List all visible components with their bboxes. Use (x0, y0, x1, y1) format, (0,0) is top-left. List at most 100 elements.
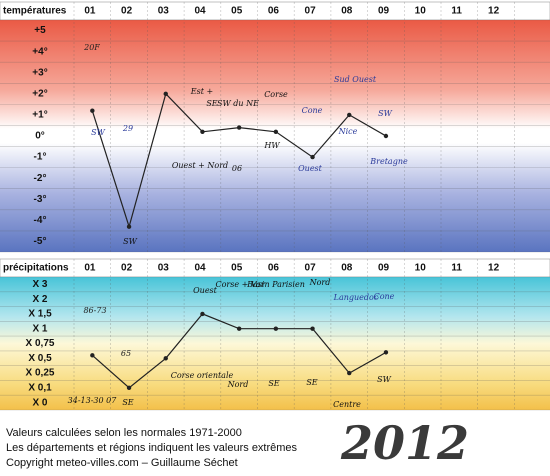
annotation: SE (206, 99, 217, 108)
y-tick-label: X 0,5 (28, 353, 52, 364)
x-tick-label: 11 (451, 6, 462, 17)
y-tick-label: X 1 (32, 323, 47, 334)
footer-line: Les départements et régions indiquent le… (6, 442, 298, 454)
data-point (163, 91, 168, 97)
data-point (90, 108, 95, 113)
annotation: Basin Parisien (246, 280, 305, 289)
x-tick-label: 06 (268, 263, 280, 274)
data-point (347, 370, 352, 376)
x-tick-label: 08 (341, 263, 353, 274)
data-point (383, 133, 389, 139)
y-tick-label: -2° (34, 173, 47, 184)
y-tick-label: +3° (32, 67, 47, 78)
y-tick-label: +4° (32, 46, 47, 57)
annotation: 29 (122, 124, 133, 133)
data-point (310, 326, 315, 331)
x-tick-label: 04 (194, 6, 206, 17)
y-tick-label: -5° (34, 236, 47, 247)
x-tick-label: 09 (378, 6, 390, 17)
annotation: Nice (338, 127, 358, 136)
annotation: 06 (232, 164, 242, 173)
x-tick-label: 10 (415, 263, 427, 274)
x-tick-label: 04 (194, 263, 206, 274)
y-tick-label: -4° (34, 215, 47, 226)
x-tick-label: 02 (121, 263, 133, 274)
annotation: Nord (227, 380, 249, 389)
annotation: Ouest (298, 164, 323, 173)
y-tick-label: X 1,5 (28, 309, 52, 320)
plot-bg (0, 277, 550, 410)
annotation: Sud Ouest (334, 75, 377, 84)
data-point (163, 356, 168, 361)
chart-title: précipitations (3, 263, 69, 274)
annotation: Corse (264, 90, 288, 99)
x-tick-label: 06 (268, 6, 280, 17)
annotation: SE (268, 379, 279, 388)
annotation: Corse orientale (171, 371, 234, 380)
y-tick-label: X 2 (32, 294, 47, 305)
x-tick-label: 02 (121, 6, 133, 17)
x-tick-label: 11 (451, 263, 462, 274)
y-tick-label: X 0 (32, 397, 47, 408)
annotation: SW du NE (217, 99, 259, 108)
data-point (200, 311, 205, 317)
data-point (126, 224, 132, 229)
y-tick-label: -3° (34, 194, 47, 205)
x-tick-label: 01 (84, 263, 96, 274)
y-tick-label: -1° (34, 152, 47, 163)
annotation: Est + (190, 87, 213, 96)
y-tick-label: +1° (32, 110, 47, 121)
footer-line: Copyright meteo-villes.com – Guillaume S… (6, 457, 238, 469)
data-point (273, 326, 279, 331)
x-tick-label: 09 (378, 263, 390, 274)
data-point (273, 129, 279, 134)
plot-bg (0, 20, 550, 252)
y-tick-label: X 0,75 (26, 338, 55, 349)
x-tick-label: 03 (158, 263, 170, 274)
x-tick-label: 05 (231, 6, 243, 17)
annotation: 34-13-30 07 (68, 396, 118, 405)
x-tick-label: 12 (488, 263, 500, 274)
footer-line: Valeurs calculées selon les normales 197… (6, 427, 242, 439)
y-tick-label: X 3 (32, 279, 47, 290)
annotation: Centre (333, 400, 361, 409)
data-point (347, 112, 352, 118)
annotation: SW (378, 109, 392, 118)
annotation: SW (377, 375, 391, 384)
annotation: SW (91, 128, 105, 137)
x-tick-label: 10 (415, 6, 427, 17)
x-tick-label: 07 (305, 6, 317, 17)
x-tick-label: 05 (231, 263, 243, 274)
annotation: Languedoc (333, 293, 379, 302)
annotation: Cone (302, 106, 323, 115)
annotation: 86-73 (83, 306, 106, 315)
annotation: Cone (374, 292, 395, 301)
annotation: SW (123, 237, 137, 246)
annotation: 65 (121, 349, 131, 358)
annotation: Ouest + Nord (172, 161, 228, 170)
annotation: SE (306, 378, 317, 387)
data-point (126, 385, 132, 391)
data-point (200, 129, 205, 134)
annotation: Nord (309, 278, 331, 287)
year: 2012 (340, 416, 469, 470)
data-point (236, 125, 242, 130)
y-tick-label: X 0,25 (26, 368, 55, 379)
annotation: 20F (83, 43, 100, 52)
y-tick-label: +2° (32, 88, 47, 99)
y-tick-label: +5 (34, 25, 46, 36)
data-point (310, 154, 315, 160)
data-point (236, 326, 242, 331)
x-tick-label: 12 (488, 6, 500, 17)
annotation: Ouest (193, 286, 218, 295)
data-point (383, 350, 389, 355)
annotation: Bretagne (369, 157, 408, 166)
y-tick-label: X 0,1 (28, 382, 52, 393)
data-point (90, 353, 95, 358)
annotation: HW (263, 141, 280, 150)
x-tick-label: 08 (341, 6, 353, 17)
y-tick-label: 0° (35, 131, 45, 142)
x-tick-label: 07 (305, 263, 317, 274)
annotation: Corse + Var (215, 280, 265, 289)
